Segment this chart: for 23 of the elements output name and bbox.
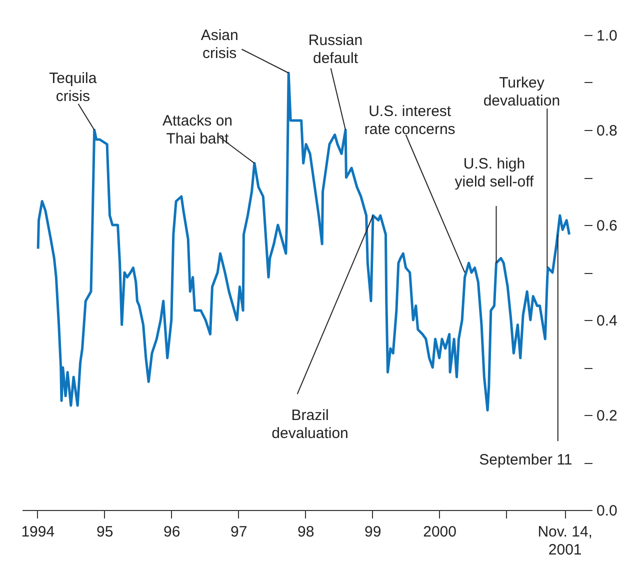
annotation: U.S. interest rate concerns xyxy=(364,103,456,138)
y-tick-label: 0.0 xyxy=(596,502,618,520)
x-tick-label: 95 xyxy=(96,524,114,540)
x-tick-label: 97 xyxy=(230,524,248,540)
annotation: U.S. high yield sell-off xyxy=(454,155,535,190)
x-tick-label: Nov. 14, 2001 xyxy=(538,524,592,558)
x-tick-label: 2000 xyxy=(423,524,456,540)
annotation: Turkey devaluation xyxy=(483,74,560,110)
annotation: Asian crisis xyxy=(200,27,238,62)
annotation: Tequila crisis xyxy=(49,70,98,105)
x-tick-label: 96 xyxy=(164,524,180,540)
y-tick-label: 0.2 xyxy=(596,408,618,424)
y-tick-label: 1.0 xyxy=(596,28,618,44)
annotation: Attacks on Thai baht xyxy=(162,112,233,148)
x-tick-label: 98 xyxy=(298,524,314,540)
x-tick-label: 99 xyxy=(364,524,382,540)
y-tick-label: 0.4 xyxy=(596,312,618,330)
x-tick-label: 1994 xyxy=(21,524,55,540)
y-tick-label: 0.8 xyxy=(596,122,618,140)
annotation: September 11 xyxy=(479,452,572,469)
annotation: Brazil devaluation xyxy=(272,407,348,442)
y-tick-label: 0.6 xyxy=(596,218,618,234)
annotation: Russian default xyxy=(308,32,363,67)
